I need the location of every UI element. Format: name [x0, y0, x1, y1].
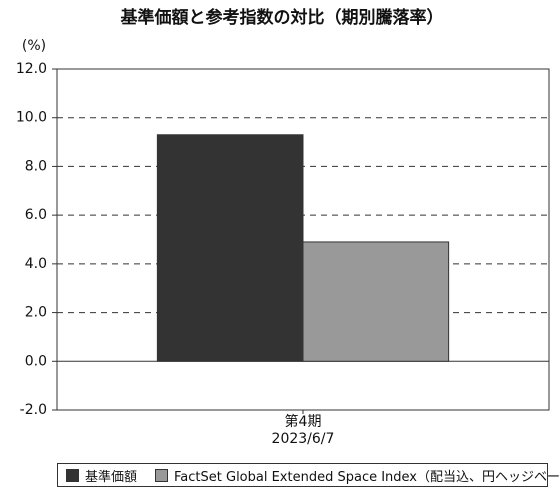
legend: 基準価額 FactSet Global Extended Space Index（… — [57, 463, 560, 487]
y-tick-label: 0.0 — [25, 353, 47, 369]
legend-item: 基準価額 — [66, 466, 137, 485]
bar — [156, 134, 304, 362]
y-unit: (%) — [22, 38, 46, 54]
y-tick-label: 4.0 — [25, 256, 47, 272]
chart-title: 基準価額と参考指数の対比（期別騰落率） — [120, 7, 444, 28]
y-tick-label: 2.0 — [25, 305, 47, 321]
y-tick-label: 6.0 — [25, 207, 47, 223]
chart: 基準価額と参考指数の対比（期別騰落率） (%) -2.0 0.0 2.0 4.0 6.0… — [16, 7, 550, 418]
legend-swatch — [155, 468, 169, 482]
x-tick-label: 第4期 2023/6/7 — [271, 414, 335, 447]
y-tick-label: 10.0 — [16, 110, 47, 126]
y-tick-label: 8.0 — [25, 158, 47, 174]
legend-label: 基準価額 — [85, 469, 138, 485]
legend-label: FactSet Global Extended Space Index（配当込、… — [174, 469, 560, 485]
bar — [302, 241, 450, 362]
y-tick-label: -2.0 — [20, 402, 47, 418]
y-tick-label: 12.0 — [16, 61, 47, 77]
legend-item: FactSet Global Extended Space Index（配当込、… — [155, 466, 560, 485]
legend-swatch — [66, 468, 79, 482]
